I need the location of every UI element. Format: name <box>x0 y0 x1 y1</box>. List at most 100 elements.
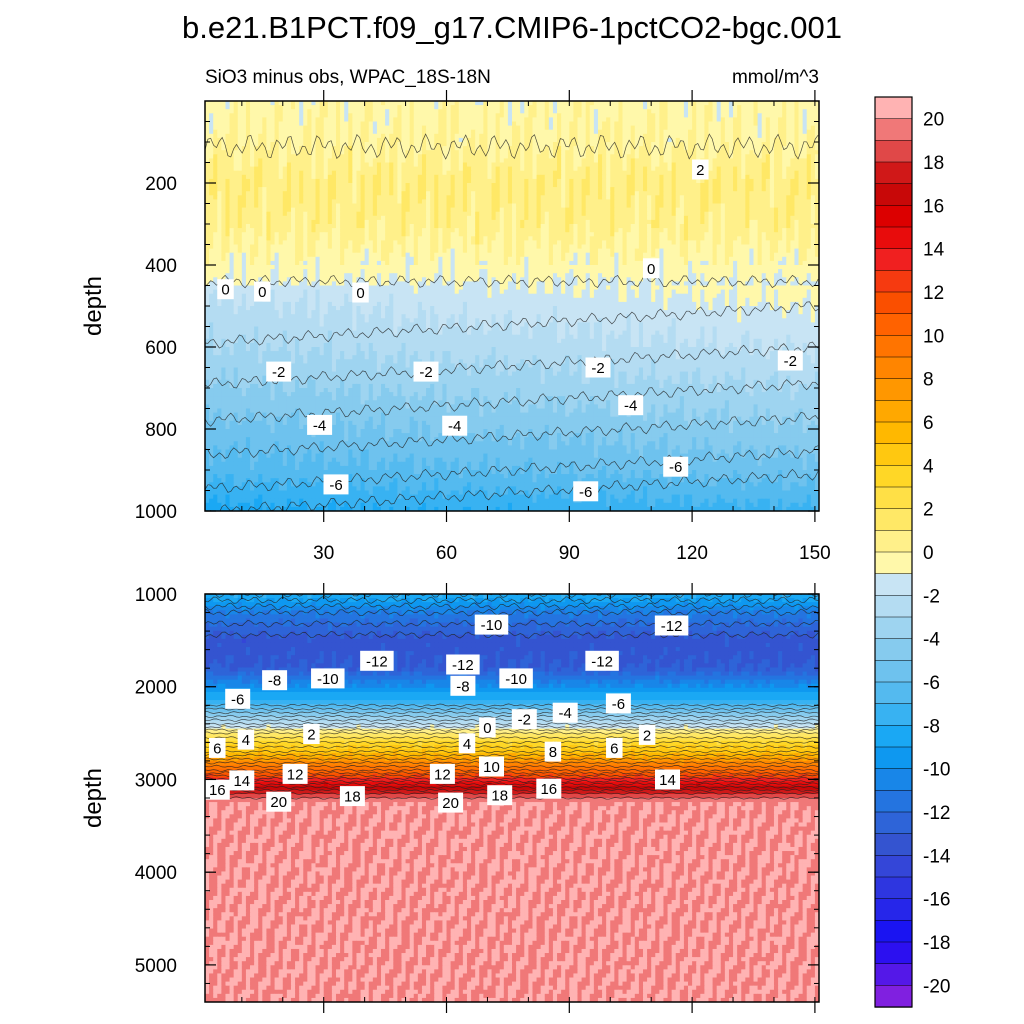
contour-cell <box>258 166 263 172</box>
contour-cell <box>209 146 214 151</box>
contour-cell <box>610 174 615 180</box>
contour-cell <box>286 129 292 135</box>
contour-cell <box>405 224 411 229</box>
contour-cell <box>454 105 460 110</box>
contour-cell <box>327 224 333 229</box>
contour-cell <box>589 195 595 200</box>
contour-cell <box>614 109 620 114</box>
contour-cell <box>593 224 599 229</box>
contour-cell <box>798 174 804 180</box>
contour-cell <box>299 211 304 217</box>
contour-cell <box>475 232 480 237</box>
contour-cell <box>364 117 370 123</box>
contour-cell <box>733 101 738 106</box>
contour-cell <box>810 207 816 213</box>
contour-cell <box>245 174 251 180</box>
contour-cell <box>303 162 308 168</box>
contour-cell <box>442 166 448 172</box>
contour-cell <box>348 191 353 196</box>
contour-cell <box>340 187 345 192</box>
contour-cell <box>303 203 308 209</box>
contour-cell <box>773 211 779 217</box>
contour-cell <box>479 170 484 176</box>
contour-cell <box>794 109 800 114</box>
contour-cell <box>814 187 819 192</box>
contour-cell <box>274 191 280 196</box>
contour-cell <box>536 174 542 180</box>
contour-cell <box>450 191 456 196</box>
contour-cell <box>512 224 517 229</box>
contour-cell <box>798 183 804 188</box>
contour-cell <box>741 113 746 118</box>
contour-cell <box>773 174 779 180</box>
contour-cell <box>520 125 525 131</box>
contour-cell <box>446 113 452 118</box>
contour-cell <box>507 224 513 229</box>
contour-cell <box>213 228 218 233</box>
contour-cell <box>466 121 472 127</box>
contour-cell <box>323 158 329 164</box>
contour-cell <box>663 224 669 229</box>
contour-cell <box>348 162 353 168</box>
contour-cell <box>712 187 718 192</box>
contour-cell <box>712 154 718 159</box>
contour-cell <box>573 174 579 180</box>
contour-cell <box>683 121 689 127</box>
contour-cell <box>499 183 505 188</box>
contour-cell <box>491 158 497 164</box>
contour-cell <box>458 191 464 196</box>
contour-cell <box>393 228 398 233</box>
contour-cell <box>213 215 218 221</box>
contour-cell <box>728 109 734 114</box>
contour-cell <box>311 158 317 164</box>
contour-cell <box>471 183 476 188</box>
contour-cell <box>737 154 742 159</box>
contour-cell <box>675 195 681 200</box>
contour-cell <box>647 146 652 151</box>
contour-cell <box>340 109 345 114</box>
contour-cell <box>458 195 464 200</box>
contour-cell <box>516 232 521 237</box>
contour-cell <box>794 232 800 237</box>
contour-cell <box>295 129 300 135</box>
contour-cell <box>782 215 787 221</box>
contour-cell <box>471 146 476 151</box>
contour-cell <box>790 187 796 192</box>
contour-cell <box>544 142 550 147</box>
contour-cell <box>737 199 742 205</box>
contour-cell <box>778 113 783 118</box>
contour-cell <box>282 232 288 237</box>
contour-cell <box>340 105 345 110</box>
contour-cell <box>814 142 819 147</box>
contour-cell <box>438 219 444 225</box>
contour-cell <box>446 178 452 184</box>
contour-cell <box>209 236 214 241</box>
contour-cell <box>688 215 693 221</box>
contour-cell <box>810 109 816 114</box>
contour-cell <box>516 117 521 123</box>
contour-cell <box>381 158 386 164</box>
contour-cell <box>434 207 439 213</box>
contour-cell <box>512 178 517 184</box>
contour-cell <box>258 142 263 147</box>
contour-cell <box>794 101 800 106</box>
contour-cell <box>561 121 566 127</box>
contour-cell <box>471 158 476 164</box>
contour-cell <box>679 211 685 217</box>
contour-cell <box>597 195 603 200</box>
contour-cell <box>532 166 538 172</box>
contour-cell <box>512 121 517 127</box>
contour-cell <box>610 199 615 205</box>
contour-cell <box>262 232 267 237</box>
contour-cell <box>814 166 819 172</box>
contour-cell <box>507 117 513 123</box>
contour-cell <box>642 199 648 205</box>
contour-cell <box>331 170 337 176</box>
contour-cell <box>614 183 620 188</box>
contour-cell <box>295 211 300 217</box>
contour-cell <box>790 101 796 106</box>
contour-cell <box>585 158 591 164</box>
contour-cell <box>507 187 513 192</box>
contour-cell <box>659 133 665 139</box>
contour-cell <box>368 113 374 118</box>
